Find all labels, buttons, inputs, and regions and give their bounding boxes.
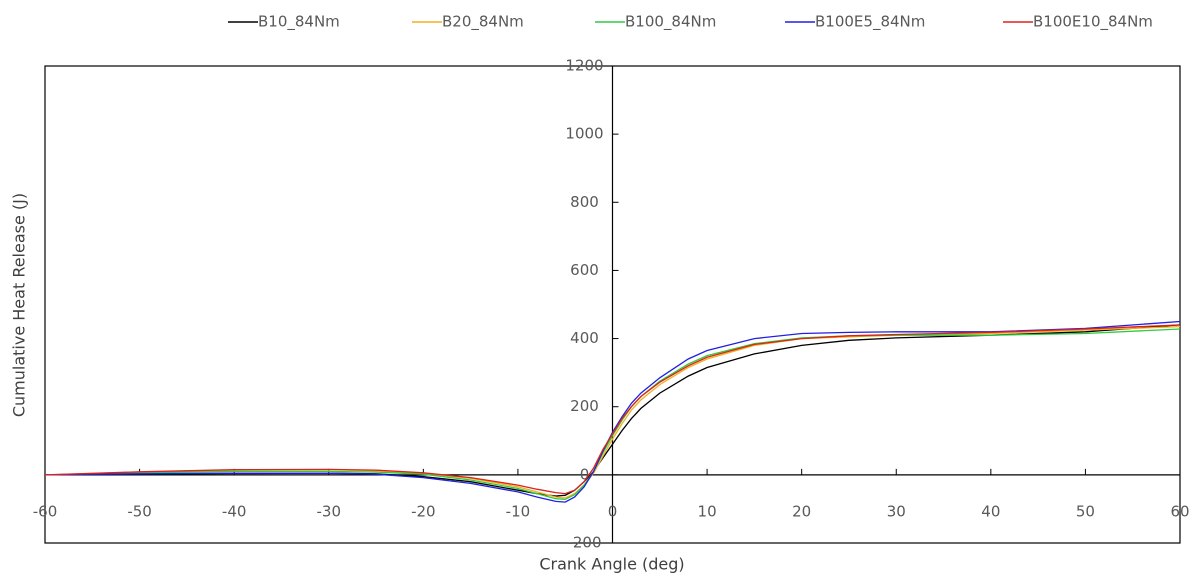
legend-label: B100_84Nm	[625, 13, 716, 32]
y-tick-label: 1000	[565, 125, 603, 143]
x-tick-label: -30	[317, 502, 342, 520]
x-tick-label: 20	[792, 502, 811, 520]
x-tick-label: 30	[887, 502, 906, 520]
y-tick-label: 600	[570, 261, 599, 279]
x-tick-label: -20	[411, 502, 436, 520]
x-axis-title: Crank Angle (deg)	[539, 555, 684, 574]
legend-label: B20_84Nm	[442, 13, 524, 32]
x-tick-label: -50	[127, 502, 152, 520]
series-line	[44, 320, 1181, 503]
series-line	[44, 324, 1181, 497]
x-tick-label: 10	[698, 502, 717, 520]
x-tick-label: 40	[981, 502, 1000, 520]
legend-label: B10_84Nm	[258, 13, 340, 32]
x-tick-label: -40	[222, 502, 247, 520]
x-tick-label: -60	[33, 502, 58, 520]
y-tick-label: 1200	[565, 57, 603, 75]
y-tick-label: 800	[570, 193, 599, 211]
y-tick-label: 200	[570, 397, 599, 415]
legend-label: B100E10_84Nm	[1033, 13, 1153, 32]
y-axis-title: Cumulative Heat Release (J)	[10, 193, 29, 417]
x-tick-label: 0	[608, 502, 618, 520]
x-tick-label: 60	[1170, 502, 1189, 520]
x-tick-label: -10	[506, 502, 531, 520]
series-line	[44, 324, 1181, 495]
x-tick-label: 50	[1076, 502, 1095, 520]
legend-label: B100E5_84Nm	[815, 13, 925, 32]
y-tick-label: 0	[580, 465, 590, 483]
y-tick-label: -200	[567, 534, 601, 552]
y-tick-label: 400	[570, 329, 599, 347]
